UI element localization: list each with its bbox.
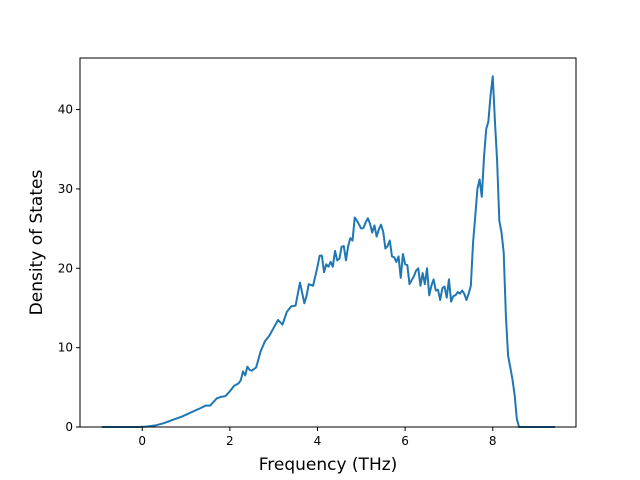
- dos-series-line: [101, 75, 556, 428]
- y-tick-label: 40: [58, 103, 73, 117]
- tick-layer: 0 2 4 6 8 0 10 20 30 40: [58, 103, 497, 448]
- x-tick-label: 2: [226, 434, 234, 448]
- x-axis-label: Frequency (THz): [259, 455, 398, 475]
- y-axis-label: Density of States: [27, 170, 47, 316]
- y-tick-label: 0: [65, 420, 73, 434]
- x-tick-label: 6: [401, 434, 409, 448]
- x-tick-label: 4: [314, 434, 322, 448]
- x-tick-label: 8: [489, 434, 497, 448]
- x-tick-label: 0: [138, 434, 146, 448]
- y-tick-label: 30: [58, 182, 73, 196]
- y-tick-label: 10: [58, 341, 73, 355]
- plot-layer: [101, 75, 556, 428]
- axes-frame: [79, 57, 577, 428]
- y-tick-label: 20: [58, 261, 73, 275]
